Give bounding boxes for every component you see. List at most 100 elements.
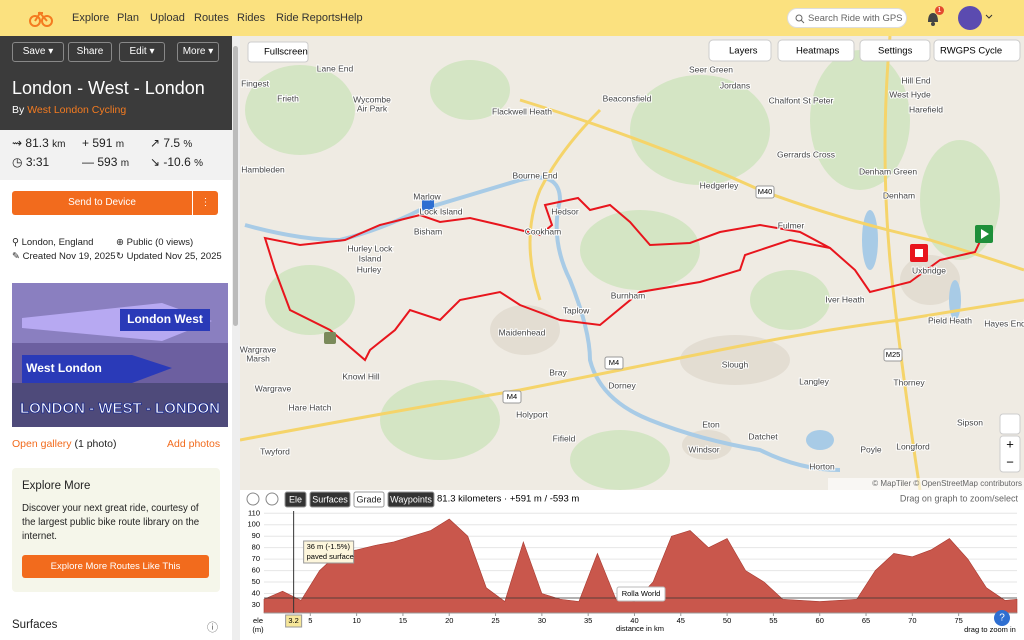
place-label: Lane End [317, 63, 354, 73]
nav-link[interactable]: Explore [72, 12, 110, 24]
place-label: Hurley [357, 264, 382, 274]
add-photos[interactable]: Add photos [167, 438, 221, 450]
place-label: Frieth [277, 93, 299, 103]
place-label: Horton [809, 461, 835, 471]
x-tick-label: 75 [954, 616, 962, 625]
y-tick-label: 30 [252, 600, 260, 609]
avatar[interactable] [958, 6, 982, 30]
place-label: Longford [896, 441, 930, 451]
place-label: Seer Green [689, 64, 733, 74]
y-tick-label: 90 [252, 531, 260, 540]
y-tick-label: 70 [252, 554, 260, 563]
place-label: Twyford [260, 446, 290, 456]
place-label: Slough [722, 359, 749, 369]
button-label: More [182, 46, 206, 57]
heatmaps-button[interactable] [777, 39, 855, 62]
elevation-tab[interactable] [309, 491, 351, 508]
x-tick-label: 20 [445, 616, 453, 625]
button-label: Send to Device [68, 197, 136, 208]
poi-marker[interactable] [324, 332, 336, 344]
photo-text: London West [127, 312, 203, 326]
nav-link[interactable]: Upload [150, 12, 185, 24]
place-label: Marsh [246, 353, 270, 363]
y-axis-label: (m) [252, 625, 264, 634]
poi-marker[interactable] [422, 198, 434, 210]
place-label: Knowl Hill [342, 371, 379, 381]
place-label: Hedgerley [700, 180, 739, 190]
open-gallery[interactable]: Open gallery [12, 438, 72, 450]
y-tick-label: 40 [252, 589, 260, 598]
save-button[interactable]: Save ▾ [12, 42, 64, 62]
place-label: Harefield [909, 104, 943, 114]
road-shield [604, 356, 624, 370]
layers-button[interactable] [708, 39, 772, 62]
zoom-out[interactable]: − [1006, 454, 1014, 469]
author-link[interactable]: West London Cycling [27, 104, 127, 116]
attribution: © MapTiler © OpenStreetMap contributors [872, 479, 1022, 488]
place-label: Wargrave [240, 344, 277, 354]
edit-button[interactable]: Edit ▾ [119, 42, 165, 62]
elevation-tab[interactable] [353, 491, 385, 508]
photo-count: (1 photo) [74, 438, 117, 450]
place-label: Hambleden [241, 164, 285, 174]
place-label: Hurley Lock [348, 243, 394, 253]
place-label: Dorney [608, 380, 636, 390]
place-label: Uxbridge [912, 265, 946, 275]
elevation-area [263, 518, 1018, 614]
button-label: Heatmaps [796, 46, 840, 57]
nav-link[interactable]: Rides [237, 12, 266, 24]
explore-button[interactable]: Explore More Routes Like This [22, 555, 209, 578]
surfaces-title: Surfaces [12, 619, 58, 631]
place-label: Hare Hatch [289, 402, 332, 412]
created: ✎ Created Nov 19, 2025 [12, 251, 116, 262]
collapse-button[interactable] [246, 492, 260, 506]
road-shield [883, 348, 903, 362]
y-tick-label: 50 [252, 577, 260, 586]
zoom-in[interactable]: + [1006, 436, 1014, 451]
stat: ↘ -10.6 % [150, 155, 203, 169]
fullscreen-button[interactable] [247, 41, 309, 63]
nav-link[interactable]: Routes [194, 12, 229, 24]
scroll-thumb[interactable] [233, 46, 238, 326]
elevation-tab[interactable] [387, 491, 435, 508]
settings-button[interactable] [859, 39, 931, 62]
menu-dots[interactable]: ⋮ [192, 191, 218, 215]
search-box[interactable]: Search Ride with GPS [787, 8, 907, 28]
button-label: Edit [129, 46, 147, 57]
button-label: RWGPS Cycle [940, 46, 1002, 57]
nav-link[interactable]: Help [340, 12, 363, 24]
bell-icon[interactable] [925, 9, 941, 27]
send-button[interactable]: Send to Device ⋮ [12, 191, 218, 215]
top-bar: Explore Plan Upload Routes Rides Ride Re… [0, 0, 1024, 36]
x-tick-label: 30 [538, 616, 546, 625]
elevation-summary: 81.3 kilometers · +591 m / -593 m [437, 494, 579, 505]
stat: + 591 m [82, 136, 125, 150]
style-button[interactable] [933, 39, 1021, 62]
elevation-tab[interactable] [284, 491, 307, 508]
place-label: Sipson [957, 417, 983, 427]
map-type-button[interactable] [999, 413, 1021, 435]
place-label: Lock Island [420, 206, 463, 216]
tooltip-text: 36 m (-1.5%) [307, 542, 351, 551]
stat-unit: % [194, 158, 203, 169]
search-placeholder: Search Ride with GPS [808, 13, 903, 24]
share-button[interactable]: Share [68, 42, 112, 62]
stats: ⇝ 81.3 km + 591 m ↗ 7.5 % ◷ 3:31 — 593 m… [0, 130, 232, 180]
place-label: Langley [799, 376, 830, 386]
cursor-label-bg [285, 614, 303, 628]
nav-link[interactable]: Plan [117, 12, 140, 24]
by-label: By [12, 104, 25, 116]
more-button[interactable]: More ▾ [177, 42, 219, 62]
place-label: Chalfont St Peter [769, 95, 834, 105]
scrollbar[interactable] [232, 36, 240, 640]
road-label: M25 [886, 350, 901, 359]
tab-label: Ele [289, 494, 302, 504]
zoom-control[interactable] [999, 435, 1021, 473]
help-button[interactable] [994, 610, 1010, 626]
nav-link[interactable]: Ride Reports [276, 12, 341, 24]
stat-value: 591 [92, 136, 113, 150]
expand-button[interactable] [265, 492, 279, 506]
place-label: Wycombe [353, 94, 391, 104]
